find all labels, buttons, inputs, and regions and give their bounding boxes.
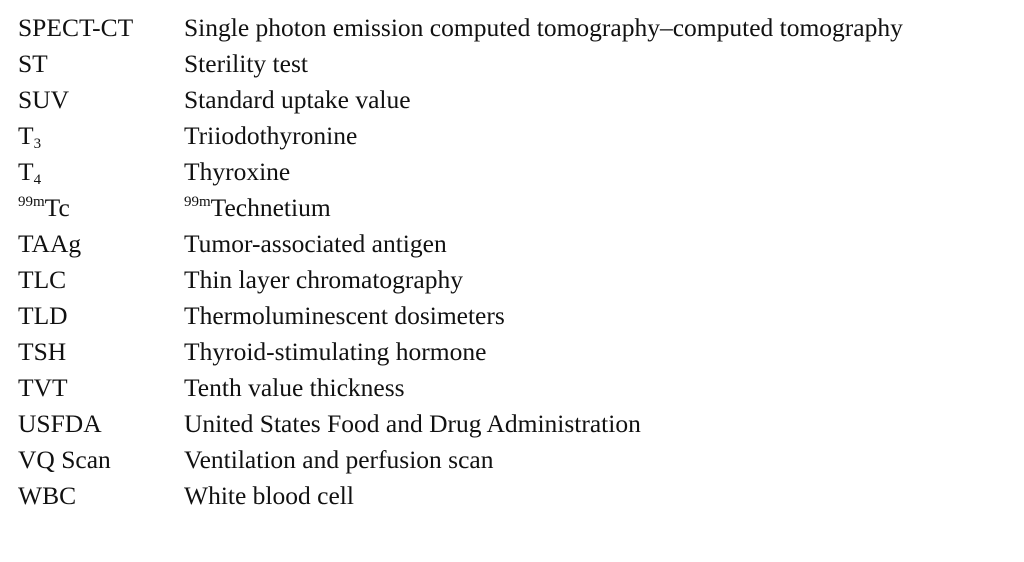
term-superscript: 99m (18, 194, 45, 210)
abbreviation-definition: Tumor-associated antigen (184, 229, 447, 258)
abbreviation-term: ST (18, 49, 48, 78)
definition-superscript: 99m (184, 194, 211, 210)
abbreviation-entry: 99mTc 99mTechnetium (18, 190, 1012, 226)
abbreviation-entry: ST Sterility test (18, 46, 1012, 82)
abbreviation-definition: Thin layer chromatography (184, 265, 463, 294)
abbreviation-entry: TLC Thin layer chromatography (18, 262, 1012, 298)
abbreviation-definition: Single photon emission computed tomograp… (184, 13, 903, 42)
abbreviation-definition: Triiodothyronine (184, 121, 358, 150)
abbreviation-entry: TSH Thyroid-stimulating hormone (18, 334, 1012, 370)
abbreviation-term: TVT (18, 373, 68, 402)
abbreviation-term: T4 (18, 154, 184, 190)
term-main: T (18, 121, 34, 150)
abbreviation-definition: Thermoluminescent dosimeters (184, 301, 505, 330)
abbreviation-list: SPECT-CT Single photon emission computed… (18, 10, 1012, 514)
term-subscript: 4 (33, 172, 42, 188)
abbreviation-definition: Thyroid-stimulating hormone (184, 337, 487, 366)
term-subscript: 3 (33, 136, 42, 152)
abbreviation-entry: WBC White blood cell (18, 478, 1012, 514)
abbreviation-term: VQ Scan (18, 445, 111, 474)
abbreviation-term: WBC (18, 481, 77, 510)
abbreviation-definition: United States Food and Drug Administrati… (184, 409, 641, 438)
abbreviation-entry: TLD Thermoluminescent dosimeters (18, 298, 1012, 334)
term-main: Tc (44, 193, 70, 222)
abbreviation-definition: Standard uptake value (184, 85, 411, 114)
abbreviation-term: SUV (18, 85, 70, 114)
abbreviation-entry: TVT Tenth value thickness (18, 370, 1012, 406)
abbreviation-term: TSH (18, 337, 67, 366)
abbreviation-entry: SUV Standard uptake value (18, 82, 1012, 118)
abbreviation-entry: VQ Scan Ventilation and perfusion scan (18, 442, 1012, 478)
abbreviation-entry: USFDA United States Food and Drug Admini… (18, 406, 1012, 442)
abbreviation-term: 99mTc (18, 190, 184, 226)
abbreviation-term: USFDA (18, 409, 102, 438)
abbreviation-entry: TAAg Tumor-associated antigen (18, 226, 1012, 262)
abbreviation-entry: SPECT-CT Single photon emission computed… (18, 10, 1012, 46)
abbreviation-term: T3 (18, 118, 184, 154)
abbreviation-term: SPECT-CT (18, 13, 134, 42)
abbreviation-definition: 99mTechnetium (184, 190, 1012, 226)
abbreviation-term: TLC (18, 265, 67, 294)
abbreviation-definition: Tenth value thickness (184, 373, 405, 402)
term-main: T (18, 157, 34, 186)
abbreviation-definition: White blood cell (184, 481, 354, 510)
abbreviation-term: TLD (18, 301, 68, 330)
abbreviation-entry: T4 Thyroxine (18, 154, 1012, 190)
definition-main: Technetium (210, 193, 331, 222)
abbreviation-definition: Ventilation and perfusion scan (184, 445, 494, 474)
abbreviation-definition: Sterility test (184, 49, 308, 78)
abbreviation-definition: Thyroxine (184, 157, 291, 186)
abbreviation-entry: T3 Triiodothyronine (18, 118, 1012, 154)
abbreviation-term: TAAg (18, 229, 82, 258)
